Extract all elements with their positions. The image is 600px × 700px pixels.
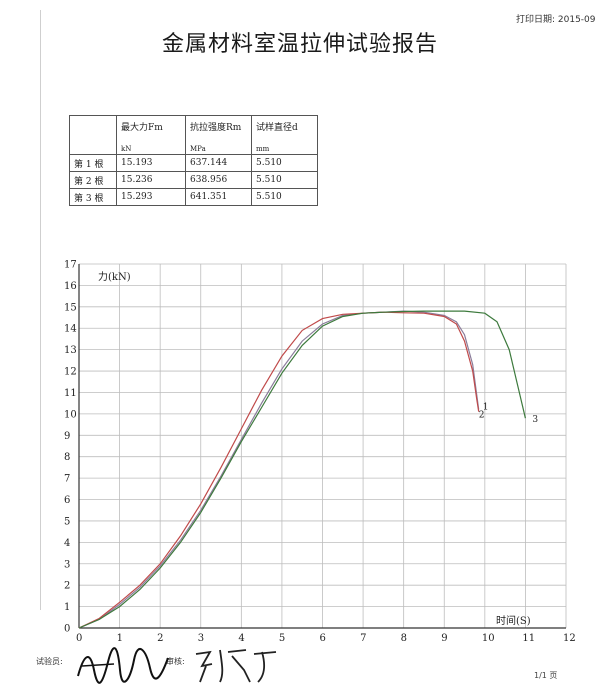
chart-grid xyxy=(78,263,567,629)
series-end-label: 3 xyxy=(532,415,538,425)
y-tick-label: 10 xyxy=(64,409,77,420)
table-header-cell: 最大力Fm kN xyxy=(116,115,186,155)
table-cell: 第 3 根 xyxy=(69,188,117,206)
chart-series: 12 3 xyxy=(78,310,538,629)
y-tick-label: 0 xyxy=(64,624,70,635)
unit-label: kN xyxy=(121,145,132,153)
page-margin-rule xyxy=(40,10,41,610)
y-tick-label: 9 xyxy=(64,431,70,442)
y-tick-label: 17 xyxy=(64,260,77,271)
x-tick-label: 8 xyxy=(401,633,407,644)
x-tick-label: 2 xyxy=(157,633,163,644)
y-tick-label: 1 xyxy=(64,602,70,613)
report-title: 金属材料室温拉伸试验报告 xyxy=(161,32,438,57)
y-axis-label: 力(kN) xyxy=(98,270,131,283)
tester-label: 试验员: xyxy=(36,657,63,666)
y-tick-label: 15 xyxy=(64,302,77,313)
x-tick-label: 6 xyxy=(320,633,326,644)
table-header-cell: 试样直径d mm xyxy=(251,115,318,155)
y-tick-label: 8 xyxy=(64,452,70,463)
y-tick-label: 2 xyxy=(64,581,70,592)
table-cell: 5.510 xyxy=(251,188,318,206)
tester-signature xyxy=(77,647,169,684)
table-row: 第 2 根 15.236 638.956 5.510 xyxy=(69,171,318,189)
unit-label: MPa xyxy=(190,145,206,153)
x-tick-label: 11 xyxy=(522,633,535,644)
reviewer-label: 审核: xyxy=(166,657,185,666)
y-tick-label: 5 xyxy=(64,516,70,527)
series-line-2 xyxy=(78,311,480,629)
series-end-label: 2 xyxy=(479,411,485,421)
y-tick-label: 16 xyxy=(64,281,77,292)
y-tick-label: 6 xyxy=(64,495,70,506)
x-tick-label: 0 xyxy=(76,633,82,644)
series-line-3 xyxy=(78,310,526,629)
series-line-1 xyxy=(78,310,480,629)
print-date: 打印日期: 2015-09 xyxy=(516,15,596,25)
x-tick-label: 5 xyxy=(279,633,285,644)
table-row: 第 3 根 15.293 641.351 5.510 xyxy=(69,188,318,206)
x-tick-label: 9 xyxy=(441,633,447,644)
page-number: 1/1 页 xyxy=(534,671,558,680)
y-tick-label: 13 xyxy=(64,345,77,356)
y-tick-label: 11 xyxy=(64,388,77,399)
y-tick-label: 14 xyxy=(64,324,77,335)
y-tick-label: 3 xyxy=(64,559,70,570)
x-tick-label: 12 xyxy=(563,633,576,644)
y-tick-label: 4 xyxy=(64,538,70,549)
y-tick-label: 12 xyxy=(64,367,77,378)
x-axis-label: 时间(S) xyxy=(496,614,531,627)
table-cell: 5.510 xyxy=(251,171,318,189)
x-tick-label: 4 xyxy=(238,633,244,644)
table-cell: 641.351 xyxy=(185,188,252,206)
x-tick-label: 1 xyxy=(117,633,123,644)
x-tick-label: 3 xyxy=(198,633,204,644)
x-tick-label: 10 xyxy=(482,633,495,644)
series-end-label: 1 xyxy=(483,403,489,413)
x-tick-label: 7 xyxy=(360,633,366,644)
y-tick-label: 7 xyxy=(64,474,70,485)
results-table: 最大力Fm kN 抗拉强度Rm MPa 试样直径d mm 第 1 根 15.193 6… xyxy=(69,115,318,206)
unit-label: mm xyxy=(256,145,270,153)
reviewer-signature xyxy=(195,649,277,683)
